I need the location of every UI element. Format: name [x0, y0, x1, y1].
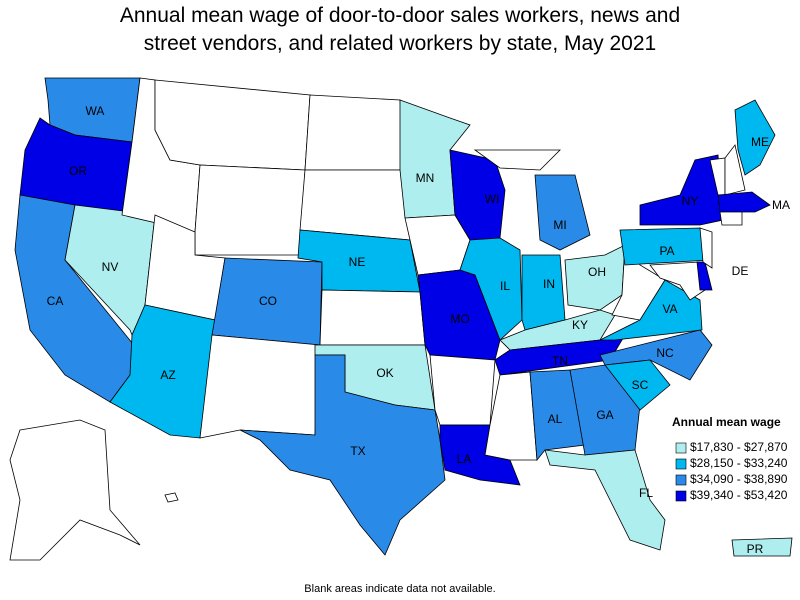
states — [9, 77, 793, 561]
state-label: DE — [732, 264, 749, 278]
state-shape — [734, 99, 776, 176]
state-label: MI — [553, 218, 566, 232]
state-shape — [699, 227, 713, 269]
legend-label: $39,340 - $53,420 — [690, 488, 788, 502]
state-label: CA — [47, 294, 64, 308]
state-label: OK — [376, 366, 393, 380]
state-shape — [459, 237, 523, 341]
legend-swatch — [675, 442, 687, 454]
legend-swatch — [675, 490, 687, 502]
legend: Annual mean wage $17,830 - $27,870 $28,150… — [672, 415, 788, 502]
state-shape — [429, 354, 496, 426]
state-label: CO — [259, 294, 277, 308]
state-shape — [299, 169, 411, 241]
state-shape — [154, 79, 311, 171]
state-label: FL — [639, 486, 653, 500]
legend-label: $28,150 - $33,240 — [690, 456, 788, 470]
state-label: NY — [682, 194, 699, 208]
state-shape — [534, 174, 591, 251]
state-label: NC — [656, 346, 674, 360]
state-label: TX — [350, 444, 365, 458]
note: Blank areas indicate data not available. — [304, 583, 495, 595]
state-label: OH — [588, 265, 606, 279]
legend-swatch — [675, 474, 687, 486]
state-shape — [724, 144, 746, 196]
state-shape — [639, 154, 724, 226]
state-label: WI — [485, 192, 500, 206]
state-label: ME — [751, 135, 769, 149]
state-label: IL — [500, 279, 510, 293]
title-line: street vendors, and related workers by s… — [144, 32, 656, 55]
state-shape — [731, 537, 793, 557]
state-label: SC — [632, 378, 649, 392]
state-shape — [199, 334, 321, 439]
state-label: IN — [543, 277, 555, 291]
state-label: PR — [747, 542, 764, 556]
title-line: Annual mean wage of door-to-door sales w… — [120, 4, 680, 27]
state-shape — [194, 164, 306, 256]
state-label: MA — [772, 198, 790, 212]
state-shape — [604, 359, 671, 411]
state-shape — [719, 211, 743, 226]
state-label: WA — [86, 104, 105, 118]
state-shape — [319, 289, 426, 346]
state-shape — [304, 94, 406, 171]
state-label: VA — [662, 302, 677, 316]
state-shape — [9, 419, 141, 561]
state-label: NE — [349, 255, 366, 269]
state-label: LA — [457, 452, 472, 466]
legend-label: $34,090 - $38,890 — [690, 472, 788, 486]
state-label: OR — [69, 164, 87, 178]
state-label: MO — [450, 312, 469, 326]
state-shape — [473, 149, 561, 171]
state-shape — [696, 261, 713, 291]
state-label: AL — [548, 412, 563, 426]
state-shape — [521, 254, 566, 331]
state-shape — [544, 449, 666, 551]
legend-title: Annual mean wage — [672, 415, 781, 429]
state-label: MN — [416, 171, 435, 185]
state-label: TN — [552, 354, 568, 368]
title: Annual mean wage of door-to-door sales w… — [120, 4, 680, 55]
state-shape — [529, 369, 586, 462]
state-shape — [717, 191, 771, 213]
state-label: NV — [102, 260, 119, 274]
legend-label: $17,830 - $27,870 — [690, 440, 788, 454]
state-shape — [239, 354, 446, 556]
state-label: KY — [572, 318, 588, 332]
state-label: AZ — [160, 368, 175, 382]
state-labels: WA OR CA NV AZ CO NE OK TX MN MO LA WI IL IN MI OH KY TN AL… — [47, 104, 790, 556]
state-label: GA — [596, 408, 613, 422]
state-label: PA — [659, 244, 674, 258]
state-shape — [599, 279, 703, 341]
legend-swatch — [675, 458, 687, 470]
state-shape — [164, 492, 179, 503]
